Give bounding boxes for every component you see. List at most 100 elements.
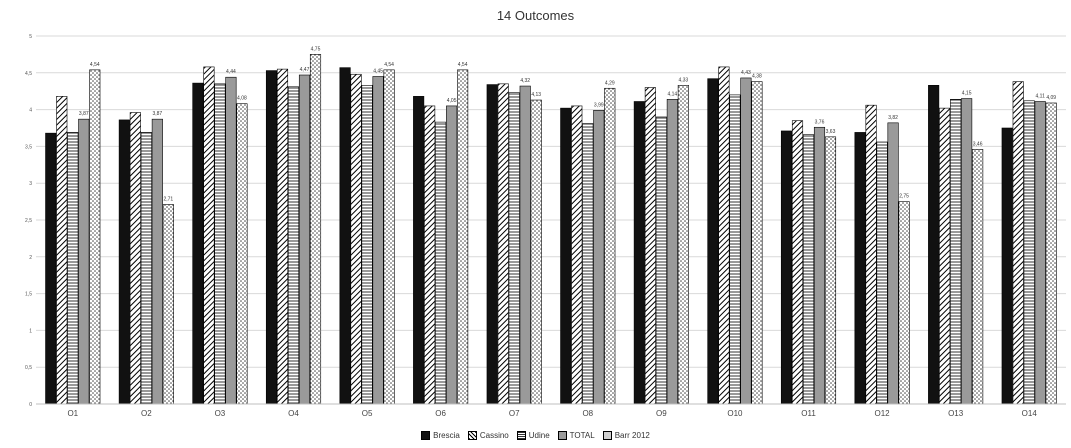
bar-O11-udine (802, 134, 815, 405)
y-tick-label: 3 (29, 181, 32, 187)
bar-O11-barr-2012 (824, 136, 837, 405)
bar-O10-cassino (718, 66, 730, 405)
legend-item: TOTAL (557, 431, 595, 440)
legend-label: Cassino (479, 431, 509, 440)
bar-O9-udine (655, 116, 667, 405)
bar-O14-brescia (1001, 127, 1013, 405)
x-tick-label: O8 (582, 409, 593, 418)
x-tick-label: O9 (656, 409, 667, 418)
bar-O10-barr-2012 (751, 81, 763, 405)
bar-O5-barr-2012 (383, 69, 395, 405)
legend-item: Brescia (421, 431, 460, 440)
data-label: 4,32 (520, 78, 530, 84)
data-label: 4,54 (90, 62, 100, 68)
x-tick-label: O1 (67, 409, 78, 418)
bar-O3-cassino (203, 66, 215, 405)
bar-O8-cassino (571, 105, 583, 405)
legend-label: TOTAL (569, 431, 595, 440)
bar-O8-brescia (560, 107, 572, 405)
bar-O1-barr-2012 (89, 69, 101, 405)
legend-swatch (516, 431, 526, 440)
legend-swatch (602, 431, 612, 440)
bar-O4-udine (287, 86, 300, 405)
x-tick-label: O6 (435, 409, 446, 418)
bar-O2-cassino (129, 112, 141, 405)
bar-O1-total (78, 118, 90, 405)
bar-O5-brescia (339, 67, 351, 405)
legend-swatch (421, 431, 431, 440)
bar-O12-brescia (854, 132, 866, 405)
legend-label: Brescia (433, 431, 460, 440)
bar-O2-udine (140, 132, 152, 405)
bar-O3-total (225, 76, 237, 405)
data-label: 4,08 (237, 96, 247, 102)
y-tick-label: 4 (29, 108, 32, 114)
data-label: 3,82 (888, 115, 898, 121)
bar-O6-brescia (413, 96, 425, 405)
y-tick-label: 5 (29, 34, 32, 40)
bar-O6-cassino (424, 105, 436, 405)
bar-O11-brescia (780, 130, 793, 405)
bar-O4-brescia (265, 70, 278, 405)
legend-swatch (467, 431, 477, 440)
bar-O14-udine (1023, 100, 1035, 405)
bar-O3-brescia (192, 82, 204, 405)
bar-O10-total (740, 77, 752, 405)
bar-O14-cassino (1012, 81, 1024, 405)
bar-O1-brescia (45, 132, 57, 405)
bar-O14-barr-2012 (1045, 102, 1057, 405)
bar-O12-cassino (865, 104, 877, 405)
bar-O7-cassino (497, 83, 509, 405)
bar-O8-total (593, 110, 605, 405)
bar-O12-total (887, 122, 899, 405)
data-label: 4,54 (384, 62, 394, 68)
x-tick-label: O7 (509, 409, 520, 418)
bar-O3-udine (214, 83, 226, 405)
y-axis: 0 0,5 1 1,5 2 2,5 3 3,5 4 4,5 5 (25, 34, 32, 408)
bar-O1-cassino (56, 96, 68, 405)
bar-O11-cassino (791, 120, 804, 405)
gridlines (36, 35, 1066, 405)
bar-O13-total (961, 98, 973, 405)
bar-O2-brescia (118, 119, 130, 405)
data-label: 4,15 (962, 91, 972, 97)
bar-O10-udine (729, 94, 741, 405)
bar-O10-brescia (707, 78, 719, 405)
bar-O5-cassino (350, 73, 362, 405)
bar-O7-brescia (486, 84, 498, 405)
bar-O12-udine (876, 141, 888, 405)
x-tick-label: O12 (875, 409, 891, 418)
data-label: 4,09 (1046, 95, 1056, 101)
bar-O14-total (1034, 101, 1046, 405)
y-tick-label: 2 (29, 255, 32, 261)
bar-O2-barr-2012 (162, 204, 174, 405)
x-tick-label: O11 (801, 409, 816, 418)
bar-O6-udine (435, 121, 447, 405)
y-tick-label: 1,5 (25, 292, 32, 298)
bar-O8-barr-2012 (604, 87, 616, 405)
data-label: 4,54 (458, 62, 468, 68)
x-tick-label: O4 (288, 409, 299, 418)
bar-O2-total (151, 118, 163, 405)
data-label: 4,05 (447, 98, 457, 104)
bar-O4-barr-2012 (309, 54, 322, 405)
data-label: 4,14 (667, 91, 677, 97)
bar-O11-total (813, 126, 826, 405)
x-tick-label: O13 (948, 409, 964, 418)
x-tick-label: O2 (141, 409, 152, 418)
bar-O5-total (372, 76, 384, 405)
data-label: 2,71 (163, 197, 173, 203)
bar-O12-barr-2012 (898, 201, 910, 405)
bar-O3-barr-2012 (236, 103, 248, 405)
y-tick-label: 0,5 (25, 365, 32, 371)
data-label: 4,29 (605, 80, 615, 86)
bar-O4-cassino (276, 68, 289, 405)
bar-O9-brescia (633, 101, 645, 405)
legend-item: Udine (516, 431, 550, 440)
data-label: 3,46 (973, 141, 983, 147)
bar-O13-brescia (928, 85, 940, 405)
bar-O7-udine (508, 92, 520, 405)
bar-O9-barr-2012 (677, 85, 689, 405)
data-labels: 3,874,543,872,714,444,084,474,754,454,54… (79, 46, 1056, 202)
